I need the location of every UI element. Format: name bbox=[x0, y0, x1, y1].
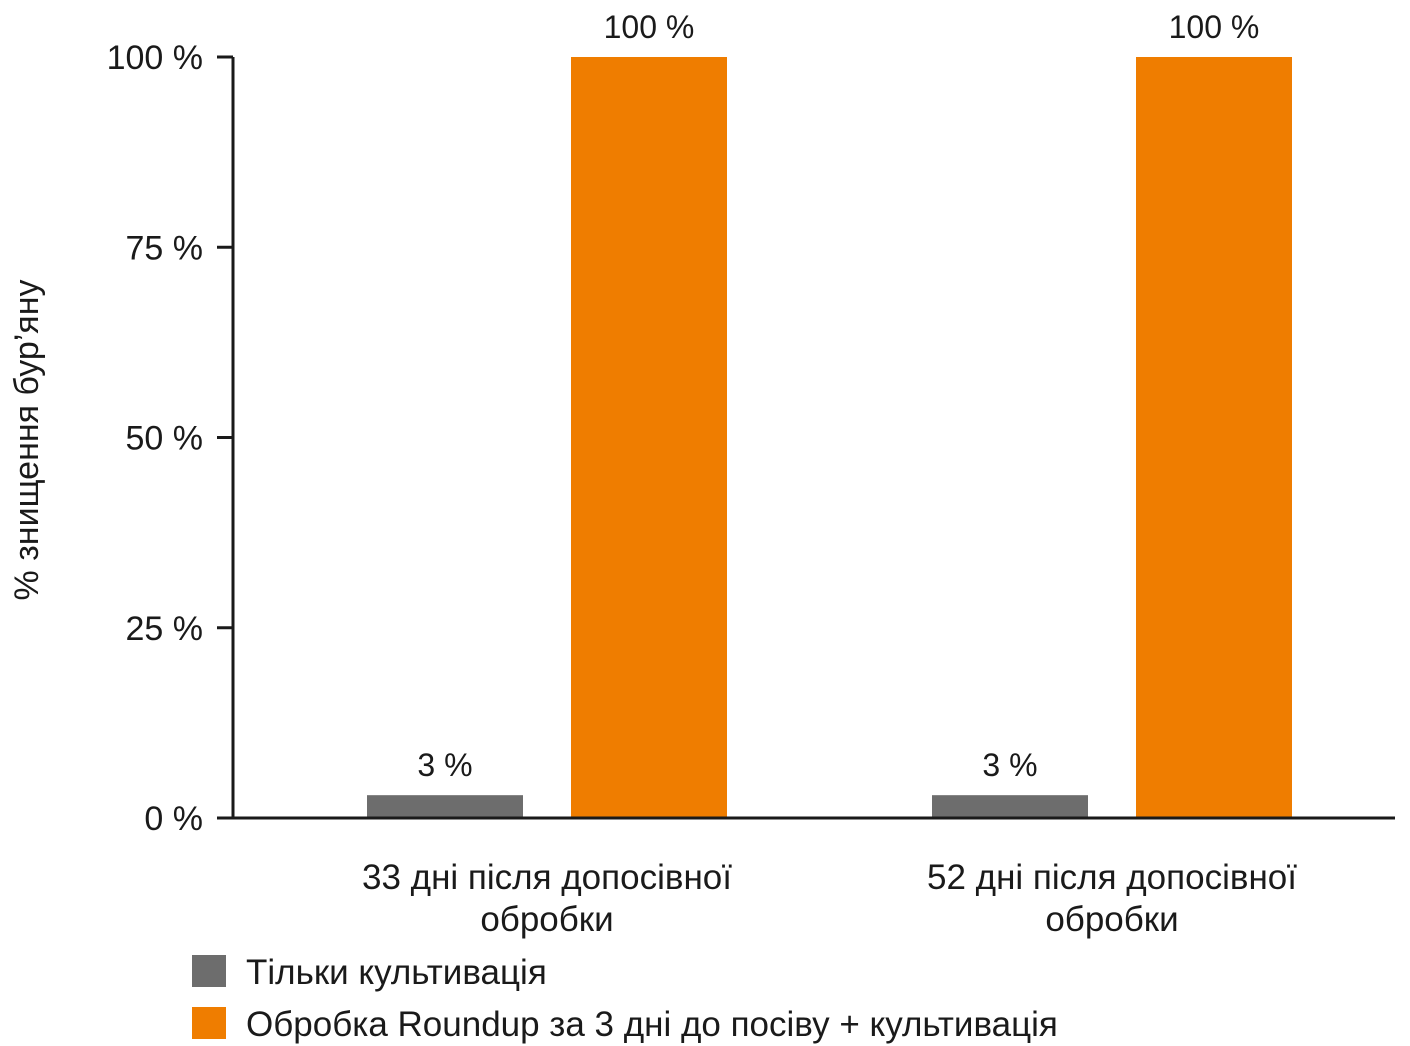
y-tick-label: 25 % bbox=[126, 610, 204, 648]
x-category-label-line: 33 дні після допосівної bbox=[362, 858, 732, 897]
x-category-label: 33 дні після допосівної обробки bbox=[362, 858, 732, 939]
bar bbox=[367, 795, 523, 818]
x-category-label-line: обробки bbox=[1045, 900, 1178, 939]
data-labels: 3 % 3 % 100 % 100 % bbox=[417, 9, 1259, 783]
bar bbox=[932, 795, 1088, 818]
x-category-label: 52 дні після допосівної обробки bbox=[927, 858, 1297, 939]
y-tick-label: 100 % bbox=[107, 39, 203, 77]
y-axis-title: % знищення бур’яну bbox=[8, 280, 46, 601]
y-tick-label: 50 % bbox=[126, 420, 204, 458]
legend: Тільки культивація Обробка Roundup за 3 д… bbox=[192, 953, 1058, 1044]
bar-value-label: 3 % bbox=[982, 747, 1037, 783]
bar-value-label: 3 % bbox=[417, 747, 472, 783]
legend-label: Тільки культивація bbox=[246, 953, 547, 992]
legend-label: Обробка Roundup за 3 дні до посіву + кул… bbox=[246, 1005, 1058, 1044]
bar bbox=[1136, 57, 1292, 818]
bar-value-label: 100 % bbox=[604, 9, 695, 45]
legend-swatch bbox=[192, 955, 226, 987]
bar bbox=[571, 57, 727, 818]
x-category-label-line: 52 дні після допосівної bbox=[927, 858, 1297, 897]
bars bbox=[367, 57, 1292, 818]
y-tick-label: 75 % bbox=[126, 229, 204, 267]
y-axis-title-group: % знищення бур’яну bbox=[8, 280, 46, 601]
legend-swatch bbox=[192, 1007, 226, 1039]
y-tick-label: 0 % bbox=[144, 800, 203, 838]
y-axis-ticks: 0 % 25 % 50 % 75 % 100 % bbox=[107, 39, 233, 838]
axes bbox=[217, 57, 1395, 820]
x-category-label-line: обробки bbox=[480, 900, 613, 939]
bar-value-label: 100 % bbox=[1169, 9, 1260, 45]
